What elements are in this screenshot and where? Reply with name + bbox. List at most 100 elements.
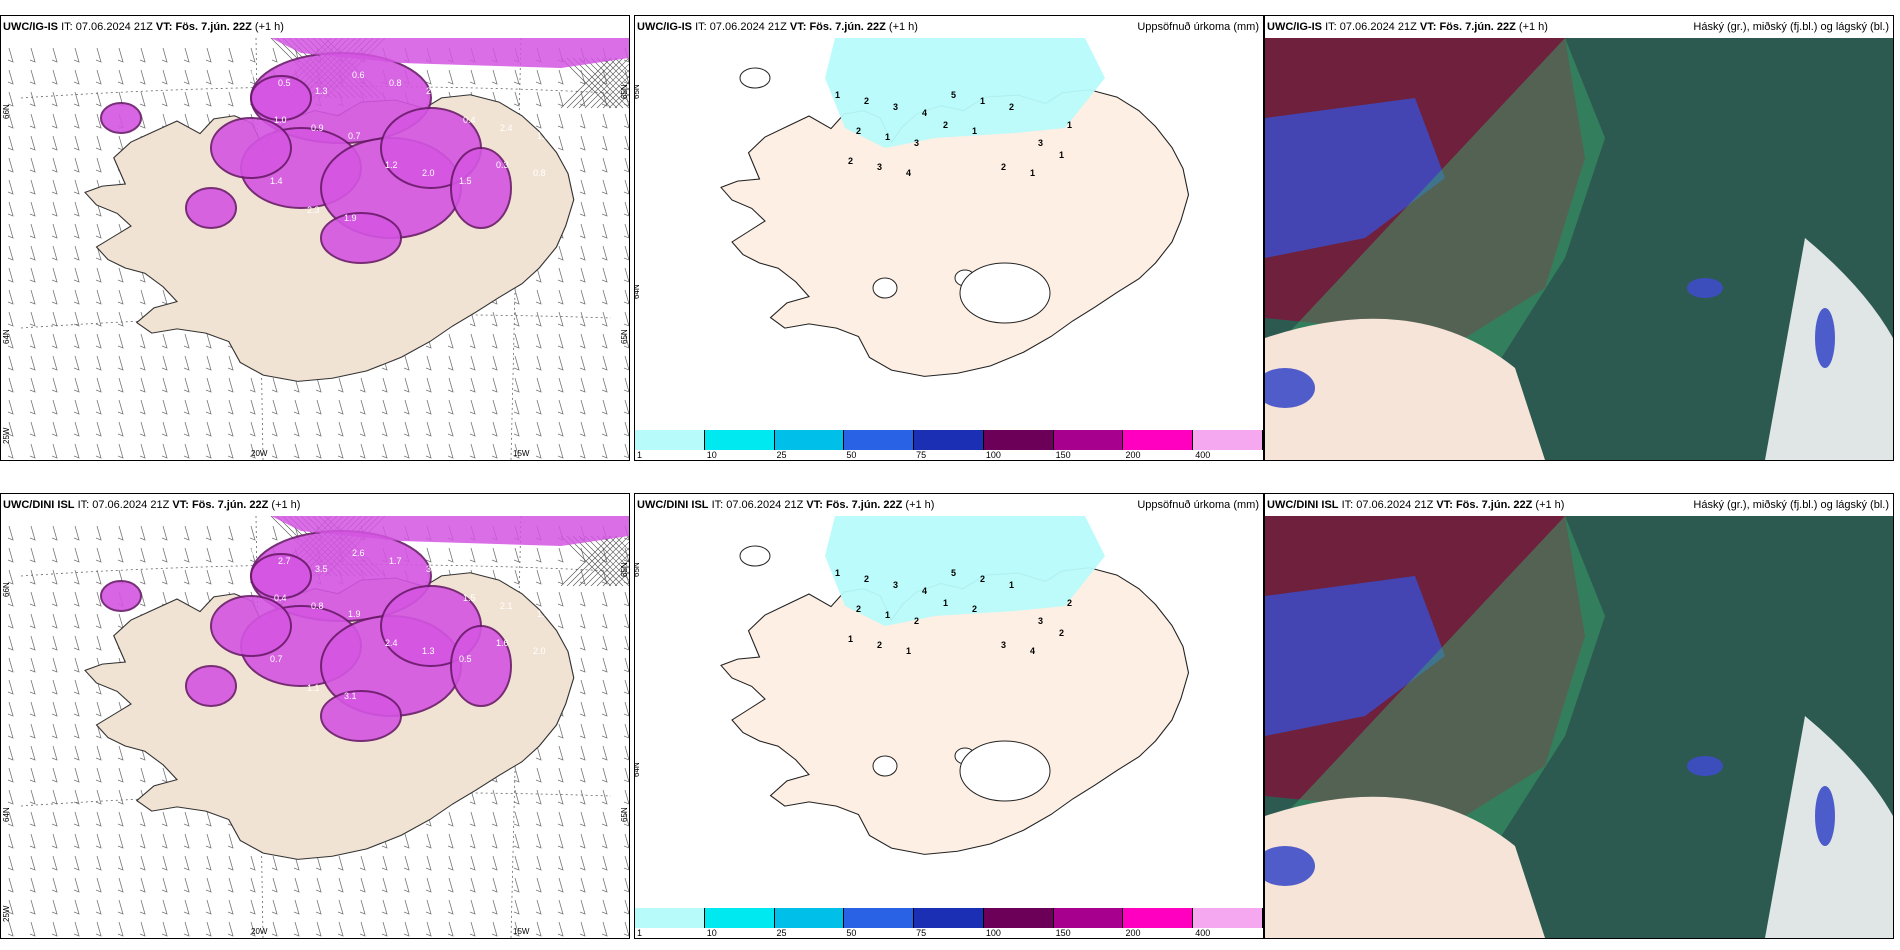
precip-value: 3 (893, 580, 898, 590)
low-cloud-area (1265, 368, 1315, 408)
field-description: Háský (gr.), miðský (fj.bl.) og lágský (… (1693, 21, 1889, 33)
precip-value: 4 (922, 108, 927, 118)
precip-value: 3 (893, 102, 898, 112)
precip-value: 1 (835, 90, 840, 100)
low-cloud-area (1265, 846, 1315, 886)
valid-time-label: VT: (1419, 21, 1437, 33)
lead-time: (+1 h) (1535, 499, 1565, 511)
cloud-water-value: 3.5 (315, 564, 328, 574)
map-panel-clouds: UWC/IG-IS IT: 07.06.2024 21Z VT: Fös. 7.… (1264, 15, 1894, 461)
map-panel-cloud-water: UWC/DINI ISL IT: 07.06.2024 21Z VT: Fös.… (0, 493, 630, 939)
cloud-water-value: 2.3 (241, 548, 254, 558)
colorbar-tick: 25 (776, 450, 787, 460)
cloud-water-value: 0.5 (278, 78, 291, 88)
lead-time: (+1 h) (271, 499, 301, 511)
cloud-water-area (320, 690, 402, 742)
colorbar-swatch (983, 908, 1054, 928)
model-name: UWC/IG-IS (3, 21, 58, 33)
precip-area (825, 516, 1105, 626)
low-cloud-area (1687, 756, 1723, 776)
init-time-label: IT: (61, 21, 73, 33)
colorbar-tick: 10 (706, 928, 717, 938)
precip-value: 1 (980, 96, 985, 106)
map-canvas: 0.3 0.5 1.3 0.6 0.8 2.5 0.4 2.4 1.8 1.0 0.9 0.7 1.2 2… (2, 37, 629, 460)
valid-time-label: VT: (1436, 499, 1453, 511)
precip-value: 1 (943, 598, 948, 608)
cloud-water-value: 2.0 (533, 646, 546, 656)
lon-label: 20W (251, 449, 268, 458)
cloud-water-value: 3.4 (426, 564, 439, 574)
cloud-water-value: 3.1 (344, 691, 357, 701)
cloud-water-value: 1.5 (459, 176, 472, 186)
precip-value: 2 (856, 126, 861, 136)
lat-label: 65N (620, 329, 629, 344)
precip-value: 3 (1001, 640, 1006, 650)
panel-header: UWC/IG-IS IT: 07.06.2024 21Z VT: Fös. 7.… (1, 16, 629, 38)
init-time: 07.06.2024 21Z (75, 21, 153, 33)
cloud-water-value: 1.0 (274, 115, 287, 125)
init-time: 07.06.2024 21Z (1356, 499, 1434, 511)
cloud-water-value: 0.8 (311, 601, 324, 611)
precip-colorbar: 1 10 25 50 75 100 150 200 400 (635, 430, 1263, 460)
lead-time: (+1 h) (1518, 21, 1548, 33)
colorbar-tick: 400 (1195, 450, 1211, 460)
cloud-water-value: 2.4 (500, 123, 513, 133)
precip-value: 2 (864, 96, 869, 106)
colorbar-swatch (844, 908, 915, 928)
map-canvas: 1 2 3 4 5 2 1 3 2 2 1 2 1 2 3 4 2 1 2 1 65N 64N (635, 516, 1190, 855)
cloud-water-area (450, 625, 512, 707)
colorbar-tick: 50 (846, 928, 857, 938)
cloud-water-value: 2.1 (500, 601, 513, 611)
precip-value: 1 (848, 634, 853, 644)
colorbar-swatch (983, 430, 1054, 450)
model-name: UWC/DINI ISL (637, 499, 709, 511)
lon-label: 15W (513, 927, 530, 936)
cloud-water-value: 1.6 (496, 638, 509, 648)
cloud-water-value: 2.7 (278, 556, 291, 566)
precip-value: 2 (980, 574, 985, 584)
low-cloud-area (1265, 98, 1445, 258)
colorbar-tick: 25 (776, 928, 787, 938)
field-description: Háský (gr.), miðský (fj.bl.) og lágský (… (1693, 499, 1889, 511)
cloud-water-value: 2.5 (426, 86, 439, 96)
model-name: UWC/IG-IS (1267, 21, 1322, 33)
precip-value: 2 (914, 616, 919, 626)
colorbar-swatch (704, 430, 775, 450)
cloud-water-value: 0.7 (348, 131, 361, 141)
cloud-water-area (210, 595, 292, 657)
colorbar-swatch (1053, 430, 1124, 450)
lat-label: 64N (2, 807, 11, 822)
glacier (739, 545, 771, 567)
precip-value: 1 (972, 126, 977, 136)
map-panel-clouds: UWC/DINI ISL IT: 07.06.2024 21Z VT: Fös.… (1264, 493, 1894, 939)
lead-time: (+1 h) (905, 499, 935, 511)
map-area: 0.3 0.5 1.3 0.6 0.8 2.5 0.4 2.4 1.8 1.0 0.9 0.7 1.2 2… (1, 37, 629, 460)
colorbar-swatch (704, 908, 775, 928)
lon-label: 20W (251, 927, 268, 936)
cloud-water-area (271, 38, 629, 68)
map-canvas: 2.3 2.7 3.5 2.6 1.7 3.4 1.5 2.1 1.4 0.4 0.8 1.9 2.4 1… (2, 515, 629, 938)
valid-time: Fös. 7.jún. 22Z (175, 21, 252, 33)
colorbar-tick: 1 (637, 450, 643, 460)
colorbar-tick: 150 (1055, 450, 1071, 460)
model-name: UWC/IG-IS (637, 21, 692, 33)
precip-value: 4 (1030, 646, 1035, 656)
cloud-water-value: 1.3 (315, 86, 328, 96)
precip-value: 2 (877, 640, 882, 650)
map-canvas (1265, 516, 1893, 938)
colorbar-swatch (1123, 430, 1194, 450)
colorbar-tick: 100 (985, 450, 1001, 460)
precip-value: 4 (906, 168, 911, 178)
cloud-water-value: 2.3 (307, 205, 320, 215)
cloud-water-value: 1.4 (537, 609, 550, 619)
cloud-water-area (210, 117, 292, 179)
colorbar-swatch (1193, 908, 1263, 928)
lat-label: 66N (2, 104, 11, 119)
field-description: Uppsöfnuð úrkoma (mm) (1137, 499, 1259, 511)
lat-label: 66N (2, 582, 11, 597)
colorbar-tick: 1 (637, 928, 643, 938)
init-time: 07.06.2024 21Z (726, 499, 804, 511)
cloud-water-value: 2.0 (422, 168, 435, 178)
map-canvas (1265, 38, 1893, 460)
cloud-water-value: 1.1 (307, 683, 320, 693)
